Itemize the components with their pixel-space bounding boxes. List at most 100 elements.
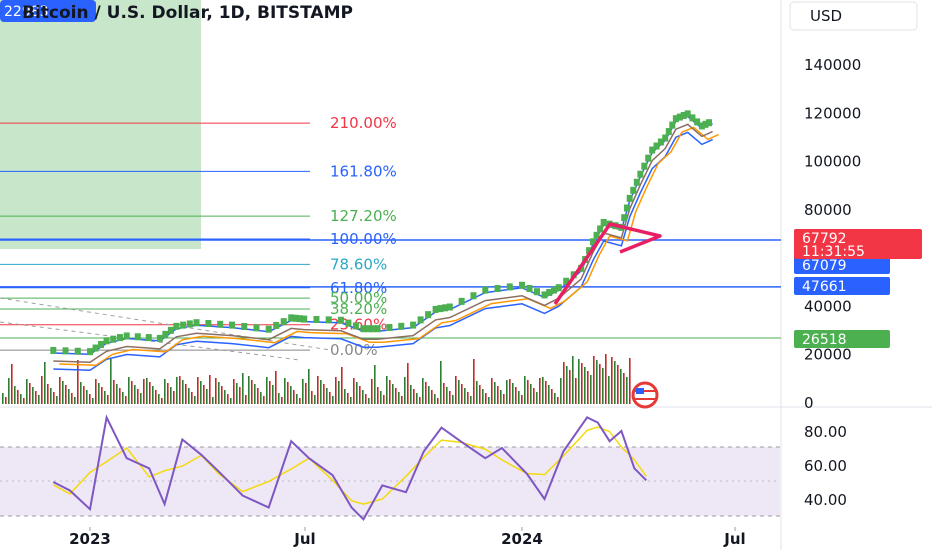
- volume-bar: [560, 378, 562, 404]
- volume-bar: [383, 395, 385, 404]
- currency-button[interactable]: [789, 1, 918, 31]
- volume-bar: [173, 391, 175, 404]
- volume-bar: [203, 385, 205, 404]
- step-marker: [134, 333, 141, 341]
- moving-average: [59, 126, 719, 366]
- volume-bar: [614, 361, 616, 404]
- volume-bar: [431, 390, 433, 404]
- volume-bar: [368, 398, 370, 404]
- step-marker: [432, 305, 439, 313]
- volume-bar: [110, 358, 112, 404]
- step-marker: [546, 289, 553, 297]
- volume-bar: [68, 389, 70, 404]
- volume-bar: [539, 378, 541, 404]
- step-marker: [87, 348, 93, 356]
- volume-bar: [332, 396, 334, 404]
- step-marker: [345, 319, 352, 327]
- step-marker: [193, 319, 200, 327]
- volume-bar: [488, 397, 490, 404]
- volume-bar: [512, 383, 514, 404]
- volume-bar: [170, 387, 172, 404]
- symbol-badge[interactable]: [0, 0, 96, 22]
- step-marker: [50, 346, 57, 354]
- volume-bar: [128, 377, 130, 404]
- fib-label: 50.00%: [330, 289, 387, 307]
- volume-bar: [35, 391, 37, 404]
- volume-bar: [26, 379, 28, 404]
- volume-bar: [308, 369, 310, 404]
- step-marker: [662, 134, 669, 142]
- volume-bar: [218, 382, 220, 404]
- step-marker: [526, 284, 533, 292]
- volume-bar: [365, 394, 367, 404]
- step-marker: [217, 320, 224, 328]
- price-badge: [794, 330, 890, 348]
- step-marker: [313, 315, 320, 323]
- volume-bar: [569, 370, 571, 404]
- step-marker: [684, 110, 691, 118]
- volume-bar: [254, 384, 256, 404]
- volume-bar: [572, 356, 574, 404]
- volume-bar: [23, 398, 25, 404]
- volume-bar: [404, 377, 406, 404]
- volume-bar: [401, 396, 403, 404]
- price-badge-label: 67792: [802, 231, 847, 247]
- volume-bar: [497, 386, 499, 404]
- volume-bar: [557, 397, 559, 404]
- step-marker: [369, 325, 376, 333]
- step-marker: [74, 347, 81, 355]
- fib-label: 38.20%: [330, 300, 387, 318]
- volume-bar: [413, 389, 415, 404]
- step-marker: [649, 146, 656, 154]
- volume-bar: [152, 386, 154, 404]
- volume-bar: [293, 390, 295, 404]
- volume-bar: [470, 396, 472, 404]
- step-marker: [292, 314, 299, 322]
- volume-bar: [185, 384, 187, 404]
- volume-bar: [494, 382, 496, 404]
- volume-bar: [491, 378, 493, 404]
- volume-bar: [593, 356, 595, 404]
- volume-bar: [554, 393, 556, 404]
- volume-bar: [500, 390, 502, 404]
- volume-bar: [389, 380, 391, 404]
- step-marker: [98, 340, 105, 348]
- step-marker: [533, 288, 540, 296]
- rsi-axis-tick: 40.00: [804, 491, 847, 509]
- y-axis-tick: 80000: [804, 201, 852, 219]
- volume-bar: [212, 397, 214, 404]
- volume-bar: [221, 386, 223, 404]
- volume-bar: [71, 393, 73, 404]
- volume-bar: [566, 366, 568, 404]
- volume-bar: [446, 387, 448, 404]
- volume-bar: [14, 386, 16, 404]
- volume-bar: [530, 384, 532, 404]
- volume-bar: [215, 378, 217, 404]
- volume-bar: [587, 371, 589, 404]
- price-badge-label: 67079: [802, 258, 847, 274]
- step-marker: [706, 119, 713, 127]
- volume-bar: [320, 380, 322, 404]
- volume-bar: [86, 390, 88, 404]
- volume-bar: [407, 363, 409, 404]
- volume-bar: [425, 382, 427, 404]
- step-marker: [410, 321, 417, 329]
- step-marker: [689, 114, 696, 122]
- volume-bar: [449, 391, 451, 404]
- volume-bar: [176, 377, 178, 404]
- volume-bar: [101, 387, 103, 404]
- volume-bar: [8, 378, 10, 404]
- step-marker: [325, 316, 332, 324]
- fib-label: 78.60%: [330, 255, 387, 273]
- volume-bar: [584, 367, 586, 404]
- step-marker: [365, 325, 372, 333]
- volume-bar: [284, 378, 286, 404]
- volume-bar: [461, 384, 463, 404]
- volume-bar: [155, 390, 157, 404]
- volume-bar: [38, 395, 40, 404]
- volume-bar: [410, 385, 412, 404]
- volume-bar: [275, 371, 277, 404]
- step-marker: [296, 315, 303, 323]
- currency-button-label: USD: [810, 7, 842, 25]
